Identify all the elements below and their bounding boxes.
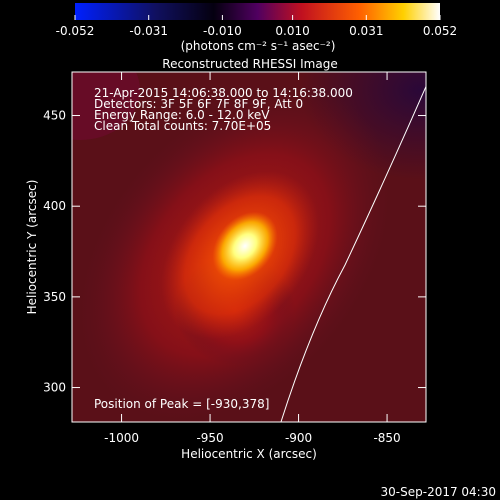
emission-core	[212, 211, 278, 281]
footer-date: 30-Sep-2017 04:30	[381, 485, 496, 499]
plot-frame	[71, 71, 427, 423]
x-tick-label: -1000	[104, 431, 139, 445]
colorbar-tick-label: -0.052	[56, 24, 95, 38]
colorbar-tick-label: 0.010	[275, 24, 309, 38]
peak-label: Position of Peak = [-930,378]	[94, 397, 269, 411]
y-tick-label: 400	[43, 199, 66, 213]
colorbar-tick-label: -0.010	[203, 24, 242, 38]
info: 21-Apr-2015 14:06:38.000 to 14:16:38.000…	[94, 86, 353, 133]
colorbar-tick-label: 0.052	[423, 24, 457, 38]
info-line: Clean Total counts: 7.70E+05	[94, 119, 271, 133]
info-line: 21-Apr-2015 14:06:38.000 to 14:16:38.000	[94, 86, 353, 100]
colorbar	[75, 3, 440, 20]
x-tick-label: -900	[285, 431, 312, 445]
dark-region	[72, 72, 140, 140]
y-axis-label: Heliocentric Y (arcsec)	[25, 180, 39, 315]
colorbar-tick-label: -0.031	[129, 24, 168, 38]
y-tick-label: 350	[43, 290, 66, 304]
x-tick-label: -950	[196, 431, 223, 445]
colorbar-tick-label: 0.031	[349, 24, 383, 38]
image	[72, 72, 426, 422]
chart-title: Reconstructed RHESSI Image	[162, 57, 337, 71]
colorbar-label: (photons cm⁻² s⁻¹ asec⁻²)	[181, 39, 336, 53]
solar-limb	[280, 85, 426, 422]
info-line: Detectors: 3F 5F 6F 7F 8F 9F, Att 0	[94, 97, 303, 111]
y-tick-label: 300	[43, 381, 66, 395]
y-tick-label: 450	[43, 109, 66, 123]
x-tick-label: -850	[373, 431, 400, 445]
info-line: Energy Range: 6.0 - 12.0 keV	[94, 108, 270, 122]
x-axis-label: Heliocentric X (arcsec)	[181, 447, 317, 461]
